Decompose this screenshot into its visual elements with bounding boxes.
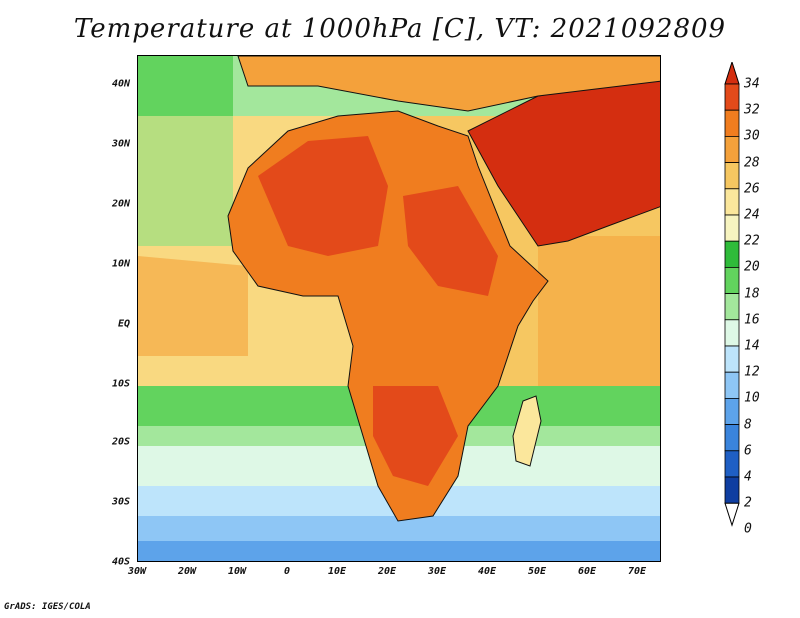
colorbar-label: 32 bbox=[744, 102, 760, 118]
x-tick: 70E bbox=[627, 566, 647, 577]
colorbar-label: 12 bbox=[744, 364, 760, 380]
y-tick: 30N bbox=[111, 138, 130, 150]
y-tick: 10N bbox=[111, 258, 130, 270]
y-tick: 10S bbox=[111, 378, 130, 390]
colorbar-top-triangle bbox=[724, 62, 740, 85]
temperature-map bbox=[137, 55, 661, 562]
colorbar-segment bbox=[724, 424, 740, 452]
colorbar-label: 4 bbox=[744, 469, 752, 485]
sahara-hot-region bbox=[258, 136, 388, 256]
colorbar-label: 28 bbox=[744, 155, 760, 171]
colorbar-segment bbox=[724, 293, 740, 321]
colorbar-segment bbox=[724, 162, 740, 190]
madagascar bbox=[512, 395, 542, 467]
chart-title: Temperature at 1000hPa [C], VT: 20210928… bbox=[73, 14, 727, 44]
colorbar-segment bbox=[724, 371, 740, 399]
colorbar-label: 22 bbox=[744, 233, 760, 249]
colorbar-label: 2 bbox=[744, 495, 752, 511]
map-svg bbox=[138, 56, 660, 561]
colorbar-segment bbox=[724, 83, 740, 111]
colorbar bbox=[724, 62, 740, 527]
colorbar-label: 30 bbox=[744, 128, 760, 144]
colorbar-label: 26 bbox=[744, 181, 760, 197]
x-tick: 30E bbox=[427, 566, 447, 577]
colorbar-label: 34 bbox=[744, 76, 760, 92]
colorbar-segment bbox=[724, 240, 740, 268]
x-tick: 50E bbox=[527, 566, 547, 577]
colorbar-label: 0 bbox=[744, 521, 752, 537]
colorbar-segment bbox=[724, 450, 740, 478]
y-tick: 20N bbox=[111, 198, 130, 210]
indian-ocean-orange bbox=[538, 236, 660, 386]
colorbar-segment bbox=[724, 214, 740, 242]
colorbar-segment bbox=[724, 397, 740, 425]
colorbar-label: 10 bbox=[744, 390, 760, 406]
colorbar-segment bbox=[724, 109, 740, 137]
credit-text: GrADS: IGES/COLA bbox=[4, 602, 91, 612]
y-tick: 40S bbox=[111, 556, 130, 568]
colorbar-label: 14 bbox=[744, 338, 760, 354]
colorbar-segment bbox=[724, 136, 740, 164]
x-tick: 10E bbox=[327, 566, 347, 577]
colorbar-label: 20 bbox=[744, 259, 760, 275]
southern-africa-hot-region bbox=[373, 386, 458, 486]
colorbar-segment bbox=[724, 266, 740, 294]
south-deep-blue-band bbox=[138, 541, 660, 561]
x-tick: 40E bbox=[477, 566, 497, 577]
x-tick: 20W bbox=[177, 566, 197, 577]
y-tick: 20S bbox=[111, 436, 130, 448]
colorbar-label: 18 bbox=[744, 286, 760, 302]
sudan-hot-region bbox=[403, 186, 498, 296]
colorbar-segment bbox=[724, 188, 740, 216]
colorbar-segment bbox=[724, 476, 740, 504]
colorbar-bottom-triangle bbox=[724, 502, 740, 527]
colorbar-segment bbox=[724, 319, 740, 347]
x-tick: 60E bbox=[577, 566, 597, 577]
x-tick: 10W bbox=[227, 566, 247, 577]
colorbar-label: 6 bbox=[744, 443, 752, 459]
colorbar-label: 24 bbox=[744, 207, 760, 223]
x-tick: 20E bbox=[377, 566, 397, 577]
y-tick: 30S bbox=[111, 496, 130, 508]
gulf-orange bbox=[138, 256, 248, 356]
y-tick: EQ bbox=[117, 318, 130, 330]
colorbar-label: 8 bbox=[744, 417, 752, 433]
x-tick: 30W bbox=[127, 566, 147, 577]
colorbar-segment bbox=[724, 345, 740, 373]
x-tick: 0 bbox=[283, 566, 291, 577]
southern-europe bbox=[237, 56, 660, 112]
colorbar-label: 16 bbox=[744, 312, 760, 328]
y-tick: 40N bbox=[111, 78, 130, 90]
